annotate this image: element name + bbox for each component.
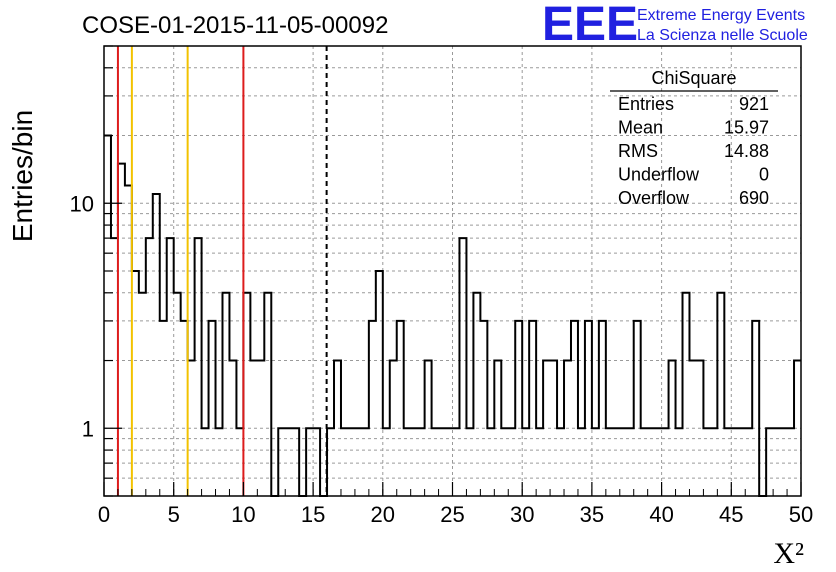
x-tick-label: 25 (440, 502, 464, 527)
y-tick-label: 10 (70, 191, 94, 216)
x-axis-ticks: 0 5 10 15 20 25 30 35 40 45 50 (98, 482, 813, 527)
stats-title: ChiSquare (651, 68, 736, 88)
chart-title: COSE-01-2015-11-05-00092 (82, 12, 388, 39)
y-axis-ticks: 1 10 (70, 45, 122, 497)
stats-value: 14.88 (724, 141, 769, 161)
x-tick-label: 45 (719, 502, 743, 527)
x-tick-label: 30 (510, 502, 534, 527)
stats-value: 690 (739, 188, 769, 208)
stats-value: 0 (759, 165, 769, 185)
stats-rows: Entries 921 Mean 15.97 RMS 14.88 Underflow 0 Ove… (618, 94, 769, 208)
stats-box: ChiSquare Entries 921 Mean 15.97 RMS 14.88 Und… (610, 68, 778, 208)
stats-label: Entries (618, 94, 674, 114)
logo-line-2: La Scienza nelle Scuole (637, 27, 808, 44)
x-tick-label: 40 (649, 502, 673, 527)
grid-lines (104, 46, 801, 496)
stats-label: RMS (618, 141, 658, 161)
x-tick-label: 50 (789, 502, 813, 527)
stats-value: 15.97 (724, 118, 769, 138)
stats-value: 921 (739, 94, 769, 114)
x-axis-label: X² (773, 537, 804, 570)
stats-label: Underflow (618, 165, 700, 185)
histogram-outline (104, 134, 801, 497)
histogram-bars (104, 134, 801, 497)
y-axis-label: Entries/bin (7, 110, 38, 242)
x-tick-label: 15 (301, 502, 325, 527)
logo-line-1: Extreme Energy Events (637, 7, 805, 24)
logo-text: EEE (542, 0, 638, 51)
eee-logo: EEE Extreme Energy Events La Scienza nel… (542, 0, 808, 51)
stats-label: Mean (618, 118, 663, 138)
x-tick-label: 10 (231, 502, 255, 527)
x-tick-label: 5 (168, 502, 180, 527)
x-tick-label: 35 (580, 502, 604, 527)
x-tick-label: 0 (98, 502, 110, 527)
vertical-marker-lines (116, 46, 328, 496)
x-tick-label: 20 (371, 502, 395, 527)
y-tick-label: 1 (82, 416, 94, 441)
stats-label: Overflow (618, 188, 690, 208)
